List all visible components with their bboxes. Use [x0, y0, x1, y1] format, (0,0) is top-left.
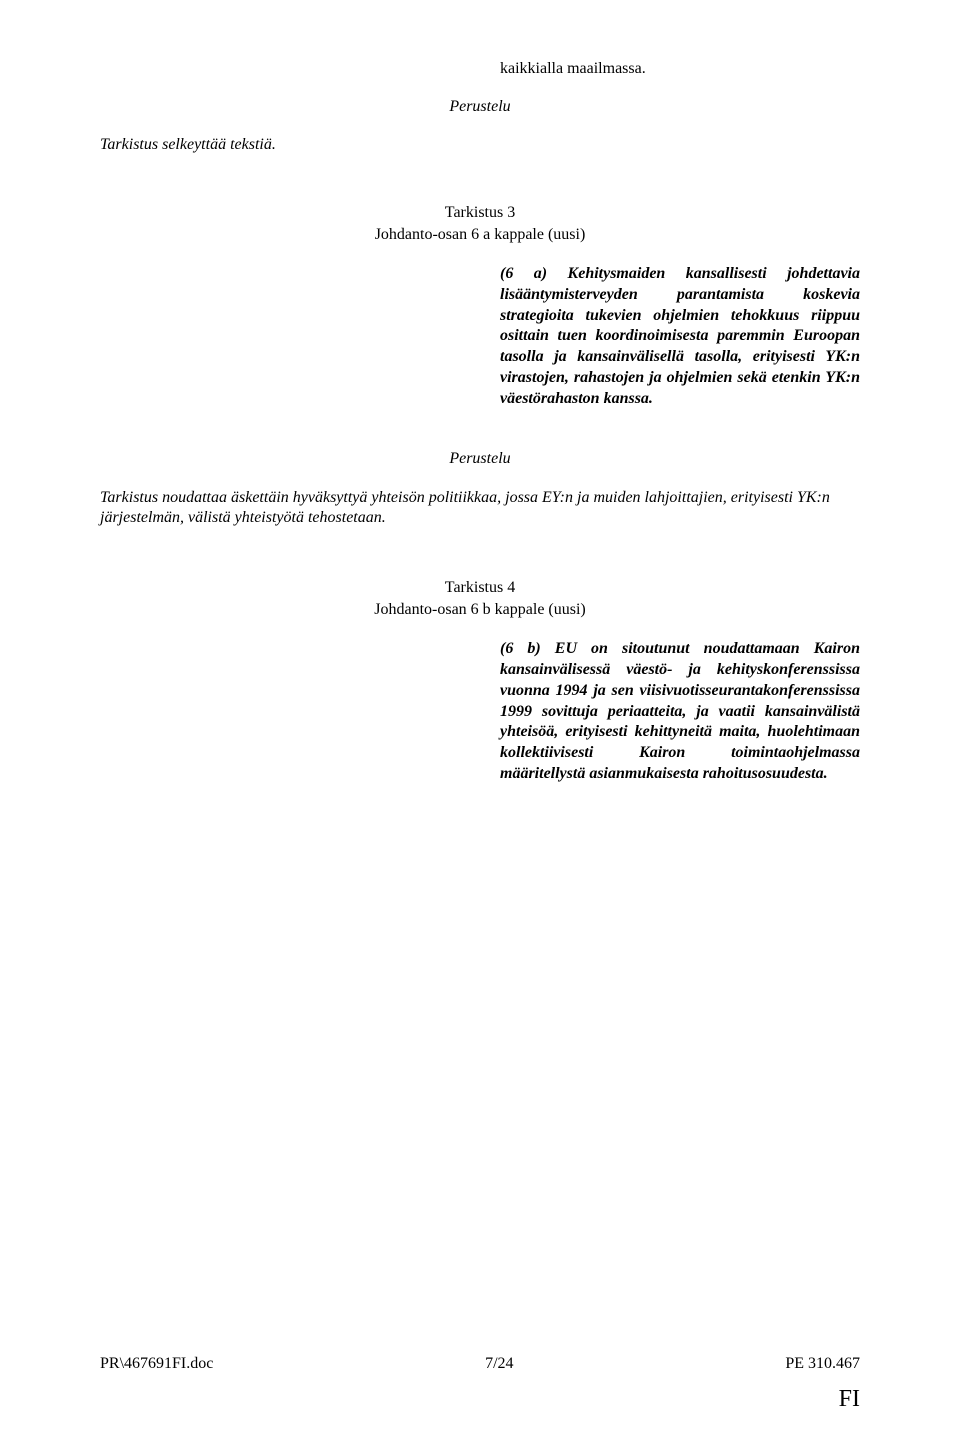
clarification-text: Tarkistus selkeyttää tekstiä. [100, 136, 860, 154]
amendment-3-body: (6 a) Kehitysmaiden kansallisesti johdet… [500, 264, 860, 410]
document-body: kaikkialla maailmassa. Perustelu Tarkist… [100, 60, 860, 785]
amendment-3-subtitle: Johdanto-osan 6 a kappale (uusi) [100, 226, 860, 244]
justification-3: Tarkistus noudattaa äskettäin hyväksytty… [100, 488, 860, 530]
page-footer: PR\467691FI.doc 7/24 PE 310.467 [100, 1355, 860, 1373]
perustelu-heading-1: Perustelu [100, 98, 860, 116]
amendment-3-title: Tarkistus 3 [100, 204, 860, 222]
amendment-4-body: (6 b) EU on sitoutunut noudattamaan Kair… [500, 639, 860, 785]
continuation-text: kaikkialla maailmassa. [500, 60, 860, 78]
footer-right: PE 310.467 [785, 1355, 860, 1373]
amendment-4-title: Tarkistus 4 [100, 579, 860, 597]
amendment-4-subtitle: Johdanto-osan 6 b kappale (uusi) [100, 601, 860, 619]
footer-center: 7/24 [485, 1355, 513, 1373]
perustelu-heading-2: Perustelu [100, 450, 860, 468]
language-label: FI [839, 1386, 860, 1413]
footer-left: PR\467691FI.doc [100, 1355, 213, 1373]
